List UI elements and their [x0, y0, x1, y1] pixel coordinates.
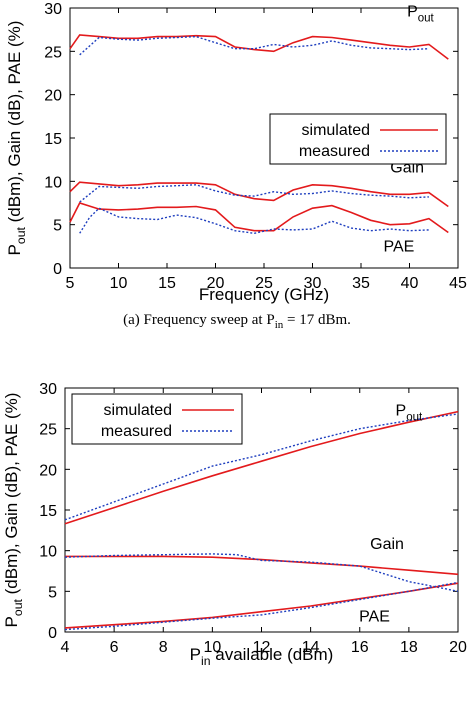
- caption-a: (a) Frequency sweep at Pin = 17 dBm.: [123, 312, 351, 331]
- x-tick-label: 4: [61, 639, 70, 656]
- x-tick-label: 6: [110, 639, 119, 656]
- y-tick-label: 20: [39, 462, 57, 479]
- series-simulated-pae: [69, 202, 449, 234]
- y-tick-label: 10: [44, 174, 62, 191]
- legend-box: [71, 393, 243, 445]
- x-tick-label: 10: [203, 639, 221, 656]
- y-tick-label: 30: [44, 1, 62, 18]
- x-tick-label: 18: [400, 639, 418, 656]
- annotation-pout: Pout: [407, 4, 434, 25]
- series-measured-pae: [64, 581, 459, 631]
- y-axis-label: Pout (dBm), Gain (dB), PAE (%): [5, 21, 28, 256]
- y-tick-label: 20: [44, 88, 62, 105]
- x-tick-label: 16: [351, 639, 369, 656]
- x-tick-label: 8: [159, 639, 168, 656]
- series-simulated-pout: [69, 34, 449, 60]
- series-simulated-pae: [64, 582, 459, 629]
- x-tick-label: 10: [110, 275, 128, 292]
- annotation-gain: Gain: [370, 536, 404, 553]
- legend-label-simulated: simulated: [104, 402, 172, 419]
- legend-label-measured: measured: [299, 143, 370, 160]
- y-tick-label: 30: [39, 381, 57, 398]
- legend: simulated measured: [269, 113, 447, 165]
- legend-box: [269, 113, 447, 165]
- y-tick-label: 0: [48, 625, 57, 642]
- annotation-pae: PAE: [384, 239, 415, 256]
- legend: simulated measured: [71, 393, 243, 445]
- x-tick-label: 25: [255, 275, 273, 292]
- x-tick-label: 12: [253, 639, 271, 656]
- y-tick-label: 5: [48, 584, 57, 601]
- y-axis-label: Pout (dBm), Gain (dB), PAE (%): [2, 393, 25, 628]
- y-tick-label: 25: [39, 422, 57, 439]
- y-tick-label: 0: [53, 261, 62, 278]
- series-measured-pout: [64, 413, 459, 521]
- y-tick-label: 5: [53, 218, 62, 235]
- x-tick-label: 35: [352, 275, 370, 292]
- y-tick-label: 10: [39, 544, 57, 561]
- x-tick-label: 20: [207, 275, 225, 292]
- annotation-pae: PAE: [359, 608, 390, 625]
- series-simulated-pout: [64, 410, 459, 525]
- x-tick-label: 30: [304, 275, 322, 292]
- legend-label-measured: measured: [101, 423, 172, 440]
- x-tick-label: 15: [158, 275, 176, 292]
- series-measured-pae: [79, 207, 429, 235]
- y-tick-label: 15: [44, 131, 62, 148]
- x-tick-label: 45: [449, 275, 467, 292]
- x-tick-label: 40: [401, 275, 419, 292]
- x-axis-label: Pin available (dBm): [190, 645, 334, 668]
- x-tick-label: 20: [449, 639, 467, 656]
- x-tick-label: 14: [302, 639, 320, 656]
- series-simulated-gain: [65, 555, 459, 576]
- chart-input-power-sweep: 4 6 8 10 12 14 16 18 20 0 5 10 15 20 25 30 Pin available…: [2, 381, 467, 668]
- series-simulated-gain: [69, 181, 449, 208]
- y-tick-label: 25: [44, 44, 62, 61]
- series-measured-gain: [64, 553, 459, 592]
- y-tick-label: 15: [39, 503, 57, 520]
- x-axis-label: Frequency (GHz): [199, 285, 329, 304]
- x-tick-label: 5: [66, 275, 75, 292]
- annotation-pout: Pout: [396, 403, 423, 424]
- series-measured-gain: [79, 184, 429, 203]
- legend-label-simulated: simulated: [302, 122, 370, 139]
- series-measured-pout: [79, 35, 429, 56]
